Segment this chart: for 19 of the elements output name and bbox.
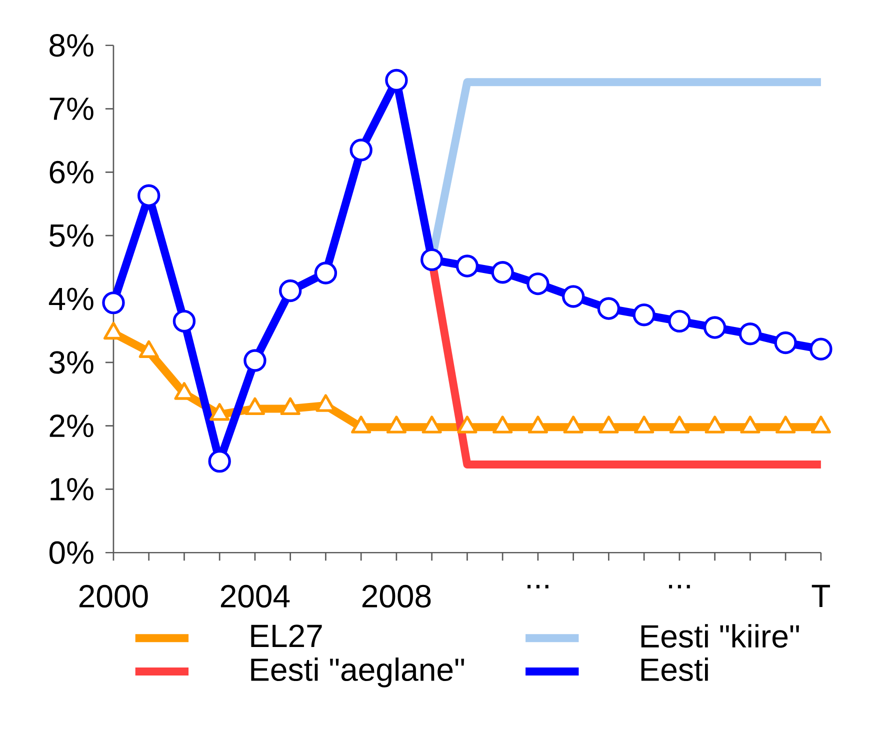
x-tick-label: T [812, 584, 830, 608]
legend-label: Eesti [641, 658, 708, 682]
x-tick-label: 2004 [220, 585, 290, 608]
legend-label: Eesti "aeglane" [251, 658, 464, 688]
x-tick-label: 2008 [362, 585, 431, 608]
y-tick-label: 7% [50, 98, 94, 120]
y-tick-label: 3% [49, 351, 94, 374]
y-tick-label: 8% [50, 34, 94, 57]
y-tick-label: 1% [50, 478, 94, 500]
y-tick-label: 6% [50, 160, 94, 184]
y-tick-label: 5% [49, 224, 94, 247]
y-tick-label: 4% [48, 288, 94, 310]
x-tick-label: ... [528, 584, 548, 588]
y-tick-label: 0% [49, 541, 94, 564]
x-tick-label: 2000 [79, 585, 148, 608]
legend-label: Eesti "kiire" [641, 624, 799, 648]
y-tick-label: 2% [50, 414, 94, 438]
x-tick-label: ... [669, 584, 690, 588]
legend-label: EL27 [251, 624, 322, 648]
